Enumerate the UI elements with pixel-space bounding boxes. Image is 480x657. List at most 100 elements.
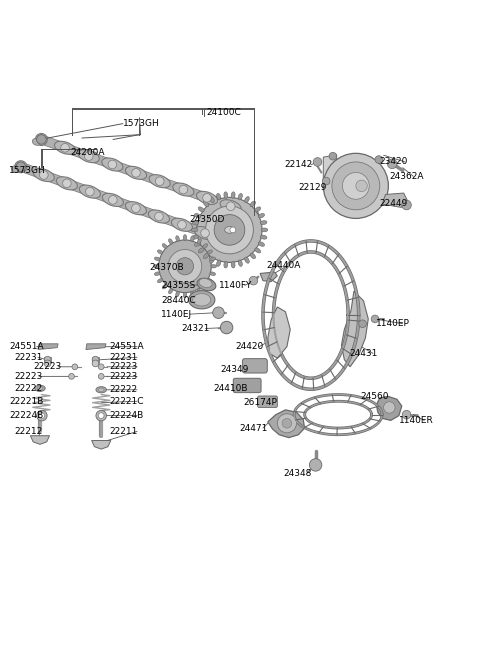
Ellipse shape (154, 265, 159, 268)
Circle shape (108, 196, 117, 204)
Polygon shape (38, 344, 58, 350)
Ellipse shape (203, 284, 208, 289)
Text: 1140EJ: 1140EJ (161, 309, 192, 319)
Ellipse shape (191, 228, 198, 232)
Circle shape (98, 364, 104, 370)
Text: 22231: 22231 (14, 353, 42, 362)
Circle shape (84, 152, 93, 160)
Ellipse shape (33, 168, 54, 181)
Ellipse shape (96, 387, 107, 393)
Text: 24410B: 24410B (214, 384, 248, 393)
Text: 24350D: 24350D (190, 215, 225, 224)
Ellipse shape (192, 294, 211, 306)
Ellipse shape (198, 207, 204, 212)
Text: 24431: 24431 (349, 349, 377, 358)
Circle shape (179, 185, 188, 194)
Circle shape (39, 171, 48, 179)
FancyBboxPatch shape (44, 357, 51, 363)
Text: 24200A: 24200A (70, 148, 105, 157)
Circle shape (201, 229, 209, 237)
Circle shape (205, 206, 253, 254)
Text: 24560: 24560 (360, 392, 389, 401)
Ellipse shape (220, 200, 241, 213)
Ellipse shape (255, 207, 261, 212)
Circle shape (387, 159, 397, 169)
Ellipse shape (203, 244, 208, 248)
Text: 22224B: 22224B (9, 411, 44, 420)
Ellipse shape (125, 202, 146, 215)
Text: 23420: 23420 (380, 158, 408, 166)
Circle shape (69, 373, 74, 379)
Ellipse shape (171, 218, 192, 231)
Text: 24551A: 24551A (110, 342, 144, 351)
Ellipse shape (194, 214, 201, 218)
Text: 24321: 24321 (181, 324, 210, 333)
Polygon shape (382, 193, 408, 208)
Ellipse shape (162, 284, 167, 289)
Text: 22223: 22223 (33, 362, 61, 371)
Text: 22231: 22231 (110, 353, 138, 362)
Text: 26174P: 26174P (244, 398, 278, 407)
Text: 24370B: 24370B (149, 263, 184, 272)
Circle shape (156, 177, 164, 185)
Circle shape (310, 459, 322, 471)
Circle shape (329, 152, 336, 160)
Text: 24362A: 24362A (389, 171, 424, 181)
Ellipse shape (238, 193, 242, 200)
Circle shape (332, 162, 380, 210)
Ellipse shape (245, 196, 249, 203)
Ellipse shape (204, 253, 209, 259)
Ellipse shape (238, 260, 242, 266)
Ellipse shape (79, 185, 100, 198)
Polygon shape (341, 291, 368, 367)
Ellipse shape (258, 214, 264, 218)
Text: 24349: 24349 (220, 365, 248, 374)
Circle shape (249, 277, 258, 285)
Ellipse shape (155, 257, 160, 261)
Circle shape (359, 320, 366, 328)
Ellipse shape (173, 183, 194, 196)
Ellipse shape (210, 257, 216, 261)
Ellipse shape (191, 291, 194, 297)
Text: 22223: 22223 (110, 362, 138, 371)
Circle shape (155, 212, 163, 221)
Ellipse shape (176, 291, 180, 297)
Ellipse shape (44, 360, 51, 367)
Ellipse shape (191, 236, 194, 241)
Ellipse shape (56, 177, 77, 190)
Circle shape (220, 321, 233, 334)
Ellipse shape (102, 193, 123, 206)
Polygon shape (92, 440, 111, 449)
Text: 24100C: 24100C (206, 108, 241, 117)
Circle shape (323, 153, 388, 218)
Ellipse shape (168, 288, 173, 294)
Ellipse shape (210, 257, 215, 263)
Ellipse shape (261, 228, 268, 232)
Text: 22224B: 22224B (110, 411, 144, 420)
Text: 22212: 22212 (14, 427, 42, 436)
Text: 22223: 22223 (110, 372, 138, 381)
Ellipse shape (36, 133, 48, 145)
Ellipse shape (37, 387, 43, 390)
FancyBboxPatch shape (233, 378, 261, 393)
Polygon shape (268, 307, 290, 358)
Circle shape (197, 197, 262, 262)
Text: 22449: 22449 (380, 198, 408, 208)
Circle shape (39, 413, 45, 419)
Ellipse shape (55, 141, 75, 154)
Ellipse shape (125, 166, 146, 179)
Circle shape (108, 160, 117, 169)
Circle shape (371, 315, 379, 323)
Circle shape (36, 135, 46, 145)
Ellipse shape (260, 235, 267, 239)
Ellipse shape (92, 360, 99, 367)
FancyBboxPatch shape (92, 357, 99, 363)
Circle shape (313, 158, 322, 166)
Circle shape (277, 414, 297, 433)
Text: 24440A: 24440A (266, 261, 300, 270)
Polygon shape (268, 410, 305, 438)
Ellipse shape (176, 236, 180, 241)
Ellipse shape (168, 238, 173, 244)
Ellipse shape (207, 279, 213, 283)
Ellipse shape (98, 388, 104, 392)
